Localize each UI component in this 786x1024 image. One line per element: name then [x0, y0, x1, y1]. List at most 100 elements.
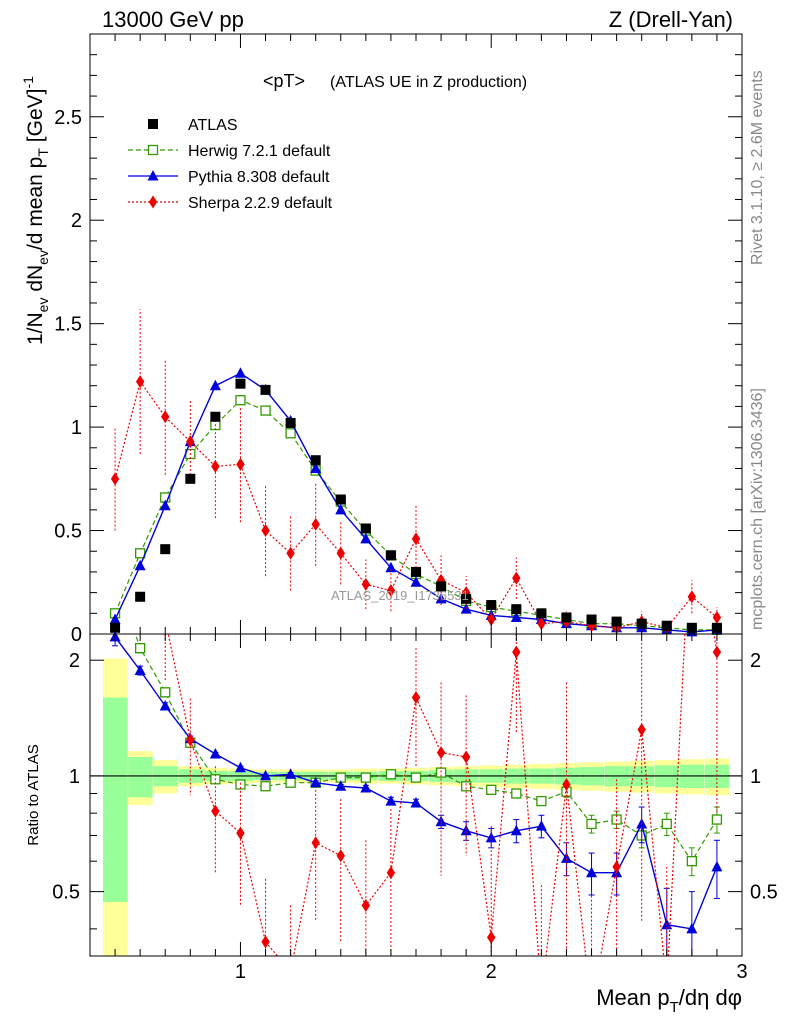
sherpa-2-2-9-default-ratio-point-20: [612, 860, 621, 874]
pythia-8-308-default-main-point-2: [159, 499, 171, 511]
herwig-7-2-1-default-ratio-point-7: [285, 777, 296, 788]
pythia-8-308-default-main-point-10: [360, 532, 372, 544]
pythia-8-308-default-ratio-point-9: [335, 780, 347, 791]
sherpa-2-2-9-default-main-point-3: [186, 435, 195, 449]
herwig-7-2-1-default-ratio-point-22: [661, 818, 672, 830]
atlas-main-point-6: [260, 384, 271, 395]
sherpa-2-2-9-default-ratio-point-24: [712, 645, 722, 659]
herwig-7-2-1-default-ratio-point-1: [135, 642, 146, 654]
pythia-8-308-default-ratio-point-17: [535, 820, 547, 831]
chart-title-sub: (ATLAS UE in Z production): [330, 74, 527, 91]
pythia-8-308-default-main-point-9: [335, 503, 347, 515]
herwig-7-2-1-default-main-point-7: [285, 428, 296, 439]
herwig-7-2-1-default-main-point-5: [235, 395, 246, 406]
legend-marker-atlas: [148, 119, 158, 129]
ratio-panel: 0.5 0.5 1 1 2 2 1 2 3: [52, 630, 778, 983]
pythia-8-308-default-main-point-12: [410, 576, 422, 587]
pythia-8-308-default-main-point-0: [109, 613, 121, 625]
legend-label-atlas: ATLAS: [188, 117, 238, 134]
sherpa-2-2-9-default-main-point-4: [211, 459, 220, 473]
atlas-main-point-19: [586, 614, 597, 625]
sherpa-2-2-9-default-ratio-point-15: [487, 930, 496, 944]
sherpa-2-2-9-default-ratio-point-13: [436, 746, 446, 760]
sherpa-2-2-9-default-main-point-7: [286, 546, 295, 560]
sherpa-2-2-9-default-main-point-5: [236, 457, 245, 471]
atlas-main-point-12: [411, 566, 421, 577]
pythia-8-308-default-ratio-point-13: [435, 815, 447, 827]
atlas-main-point-1: [135, 591, 146, 602]
sherpa-2-2-9-default-ratio-point-14: [461, 750, 471, 764]
atlas-main-point-16: [511, 604, 522, 615]
main-y-tick-label: 0.5: [54, 521, 82, 543]
sherpa-2-2-9-default-main-point-9: [336, 546, 345, 560]
sherpa-2-2-9-default-ratio-point-4: [211, 804, 220, 818]
pythia-8-308-default-main-point-16: [510, 611, 522, 622]
ratio-y-tick-label-right: 1: [750, 766, 761, 788]
sherpa-2-2-9-default-ratio-line: [167, 634, 718, 956]
main-ticks: 0 0.5 1 1.5 2 2.5: [54, 34, 743, 646]
x-axis-label: Mean pT/dη dφ: [596, 985, 742, 1016]
sherpa-2-2-9-default-main-point-24: [712, 610, 722, 624]
chart-title-main: <pT>: [263, 71, 305, 91]
atlas-main-point-17: [536, 608, 547, 619]
sherpa-2-2-9-default-main-point-17: [537, 617, 546, 631]
legend-label-sherpa-2-2-9-default: Sherpa 2.2.9 default: [188, 195, 333, 212]
atlas-main-point-7: [285, 417, 296, 428]
atlas-main-point-4: [210, 411, 221, 422]
atlas-main-point-15: [486, 600, 497, 611]
ratio-ticks: 0.5 0.5 1 1 2 2 1 2 3: [52, 634, 778, 983]
ratio-marks: [109, 630, 723, 957]
x-tick-label: 2: [486, 961, 497, 983]
herwig-7-2-1-default-ratio-point-17: [536, 795, 547, 807]
pythia-8-308-default-main-point-1: [134, 559, 146, 571]
sherpa-2-2-9-default-ratio-point-10: [361, 899, 371, 913]
sherpa-2-2-9-default-main-point-12: [411, 532, 421, 546]
watermark: ATLAS_2019_I1736531: [331, 588, 469, 603]
atlas-main-point-21: [636, 618, 647, 629]
ratio-y-tick-label: 1: [69, 766, 80, 788]
herwig-7-2-1-default-ratio-line: [134, 634, 718, 863]
main-y-tick-label: 1: [71, 417, 82, 439]
sherpa-2-2-9-default-ratio-point-11: [386, 866, 396, 880]
pythia-8-308-default-ratio-point-8: [310, 776, 322, 788]
pythia-8-308-default-ratio-point-6: [260, 769, 272, 781]
sherpa-2-2-9-default-main-point-15: [487, 613, 496, 627]
sherpa-2-2-9-default-main-point-8: [311, 517, 320, 531]
x-tick-label: 1: [235, 961, 246, 983]
atlas-main-point-20: [611, 616, 622, 627]
sherpa-2-2-9-default-ratio-point-12: [411, 690, 421, 704]
herwig-7-2-1-default-ratio-point-12: [410, 772, 422, 783]
stat-uncertainty-band: [103, 697, 128, 902]
legend-marker-pythia-8-308-default: [147, 170, 159, 181]
sherpa-2-2-9-default-main-point-2: [161, 410, 170, 424]
sherpa-2-2-9-default-main-point-10: [361, 577, 371, 591]
herwig-7-2-1-default-ratio-point-2: [160, 687, 171, 698]
herwig-7-2-1-default-ratio-point-14: [461, 781, 472, 792]
sherpa-2-2-9-default-ratio-point-18: [562, 777, 571, 791]
ratio-y-tick-label: 0.5: [52, 882, 80, 904]
sherpa-2-2-9-default-main-point-23: [687, 590, 697, 604]
atlas-main-point-2: [160, 544, 171, 555]
sherpa-2-2-9-default-ratio-point-21: [637, 723, 646, 737]
header-left: 13000 GeV pp: [102, 7, 244, 32]
pythia-8-308-default-ratio-point-11: [385, 795, 397, 806]
main-panel: 0 0.5 1 1.5 2 2.5 ATLAS_2019_I1736531 <pT> (A…: [54, 33, 743, 646]
pythia-8-308-default-main-point-13: [435, 592, 447, 604]
sherpa-2-2-9-default-ratio-point-3: [186, 733, 195, 747]
herwig-7-2-1-default-ratio-point-23: [686, 856, 697, 867]
mcplots-label: mcplots.cern.ch [arXiv:1306.3436]: [749, 388, 766, 630]
sherpa-2-2-9-default-ratio-point-9: [336, 849, 345, 863]
herwig-7-2-1-default-ratio-point-24: [711, 814, 723, 825]
pythia-8-308-default-ratio-point-5: [234, 761, 246, 773]
herwig-7-2-1-default-ratio-point-11: [385, 769, 397, 780]
header-right: Z (Drell-Yan): [609, 7, 733, 32]
pythia-8-308-default-ratio-point-12: [410, 797, 422, 808]
legend-marker-sherpa-2-2-9-default: [148, 195, 158, 209]
atlas-main-point-5: [235, 378, 246, 389]
main-y-tick-label: 2: [71, 210, 82, 232]
sherpa-2-2-9-default-ratio-point-5: [236, 826, 245, 840]
atlas-main-point-3: [185, 473, 196, 484]
pythia-8-308-default-ratio-point-2: [159, 700, 171, 711]
pythia-8-308-default-ratio-point-10: [360, 782, 372, 793]
